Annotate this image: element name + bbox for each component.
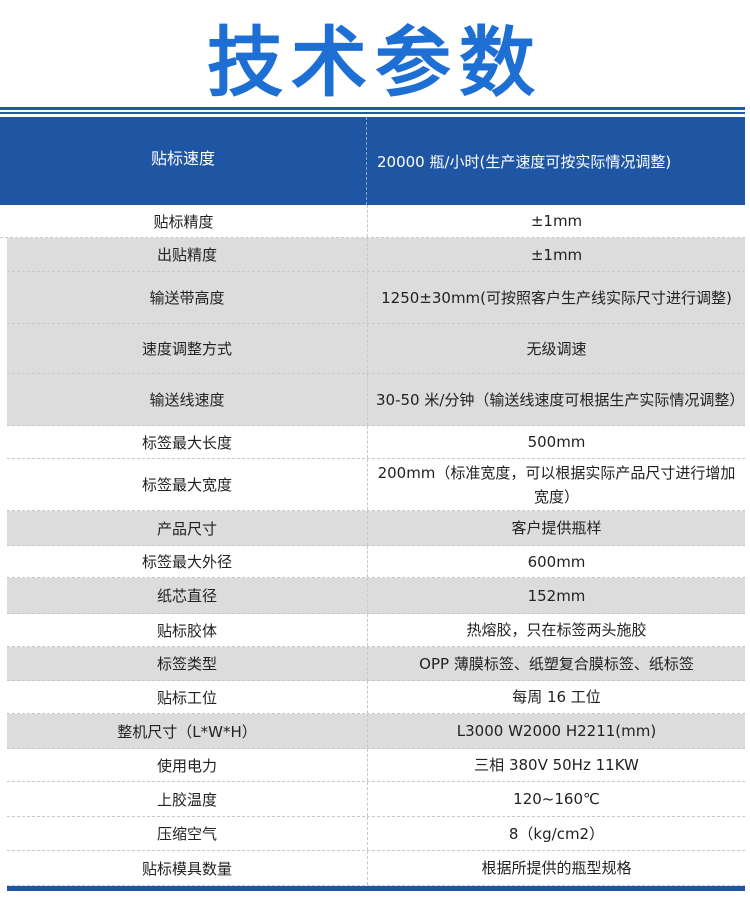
page-title: 技术参数 — [207, 18, 543, 107]
spec-name: 标签最大外径 — [7, 546, 368, 577]
spec-value: 1250±30mm(可按照客户生产线实际尺寸进行调整) — [381, 288, 732, 307]
table-row: 压缩空气 8（kg/cm2） — [7, 817, 745, 851]
spec-value: 120~160℃ — [513, 790, 600, 808]
table-row: 整机尺寸（L*W*H） L3000 W2000 H2211(mm) — [7, 714, 745, 749]
table-row: 输送线速度 30-50 米/分钟（输送线速度可根据生产实际情况调整） — [7, 374, 745, 426]
spec-value: 无级调速 — [526, 339, 587, 358]
spec-value: 8（kg/cm2） — [508, 824, 605, 843]
table-row: 贴标模具数量 根据所提供的瓶型规格 — [7, 851, 745, 886]
spec-value: OPP 薄膜标签、纸塑复合膜标签、纸标签 — [419, 654, 694, 673]
table-row: 标签最大宽度 200mm（标准宽度，可以根据实际产品尺寸进行增加宽度） — [7, 459, 745, 511]
table-row: 上胶温度 120~160℃ — [7, 782, 745, 817]
spec-name: 贴标工位 — [7, 681, 368, 713]
spec-name: 压缩空气 — [7, 817, 368, 850]
table-header: 贴标速度 20000 瓶/小时(生产速度可按实际情况调整) — [0, 117, 745, 205]
spec-value: 500mm — [527, 433, 586, 451]
spec-name: 纸芯直径 — [7, 578, 368, 613]
divider — [7, 886, 745, 891]
spec-name: 产品尺寸 — [7, 511, 368, 545]
spec-name: 贴标胶体 — [7, 614, 368, 646]
spec-value: 热熔胶，只在标签两头施胶 — [466, 621, 647, 639]
spec-value: 根据所提供的瓶型规格 — [481, 859, 632, 877]
table-row: 出贴精度 ±1mm — [7, 238, 745, 272]
spec-name: 使用电力 — [7, 749, 368, 781]
spec-value: 每周 16 工位 — [512, 688, 601, 706]
spec-value: ±1mm — [530, 212, 583, 230]
spec-name: 标签最大宽度 — [7, 459, 368, 510]
table-row: 纸芯直径 152mm — [7, 578, 745, 614]
spec-name: 输送带高度 — [7, 272, 368, 323]
spec-name: 速度调整方式 — [7, 324, 368, 373]
table-row: 贴标工位 每周 16 工位 — [7, 681, 745, 714]
spec-name: 整机尺寸（L*W*H） — [7, 714, 368, 748]
table-row: 产品尺寸 客户提供瓶样 — [7, 511, 745, 546]
header-value: 20000 瓶/小时(生产速度可按实际情况调整) — [377, 152, 672, 171]
spec-value: 30-50 米/分钟（输送线速度可根据生产实际情况调整） — [376, 390, 745, 409]
divider — [0, 112, 745, 114]
spec-value: L3000 W2000 H2211(mm) — [456, 722, 657, 740]
table-row: 标签最大长度 500mm — [7, 426, 745, 459]
spec-name: 标签类型 — [7, 647, 368, 680]
spec-name: 出贴精度 — [7, 238, 368, 271]
spec-name: 上胶温度 — [7, 782, 368, 816]
table-row: 贴标精度 ±1mm — [0, 205, 745, 238]
spec-name: 标签最大长度 — [7, 426, 368, 458]
divider — [0, 107, 745, 110]
spec-name: 贴标模具数量 — [7, 851, 368, 885]
table-row: 贴标胶体 热熔胶，只在标签两头施胶 — [7, 614, 745, 647]
table-row: 输送带高度 1250±30mm(可按照客户生产线实际尺寸进行调整) — [7, 272, 745, 324]
table-row: 使用电力 三相 380V 50Hz 11KW — [7, 749, 745, 782]
spec-value: 152mm — [527, 586, 586, 605]
spec-name: 输送线速度 — [7, 374, 368, 425]
spec-value: 600mm — [527, 552, 586, 571]
table-row: 标签最大外径 600mm — [7, 546, 745, 578]
header-key: 贴标速度 — [0, 117, 367, 205]
spec-value: 三相 380V 50Hz 11KW — [474, 756, 639, 774]
table-row: 速度调整方式 无级调速 — [7, 324, 745, 374]
spec-value: 200mm（标准宽度，可以根据实际产品尺寸进行增加宽度） — [377, 463, 736, 506]
spec-name: 贴标精度 — [0, 205, 368, 237]
table-row: 标签类型 OPP 薄膜标签、纸塑复合膜标签、纸标签 — [7, 647, 745, 681]
spec-table: 贴标精度 ±1mm 出贴精度 ±1mm 输送带高度 1250±30mm(可按照客户生产线实… — [0, 205, 745, 886]
spec-value: 客户提供瓶样 — [511, 519, 602, 537]
spec-value: ±1mm — [530, 245, 583, 264]
